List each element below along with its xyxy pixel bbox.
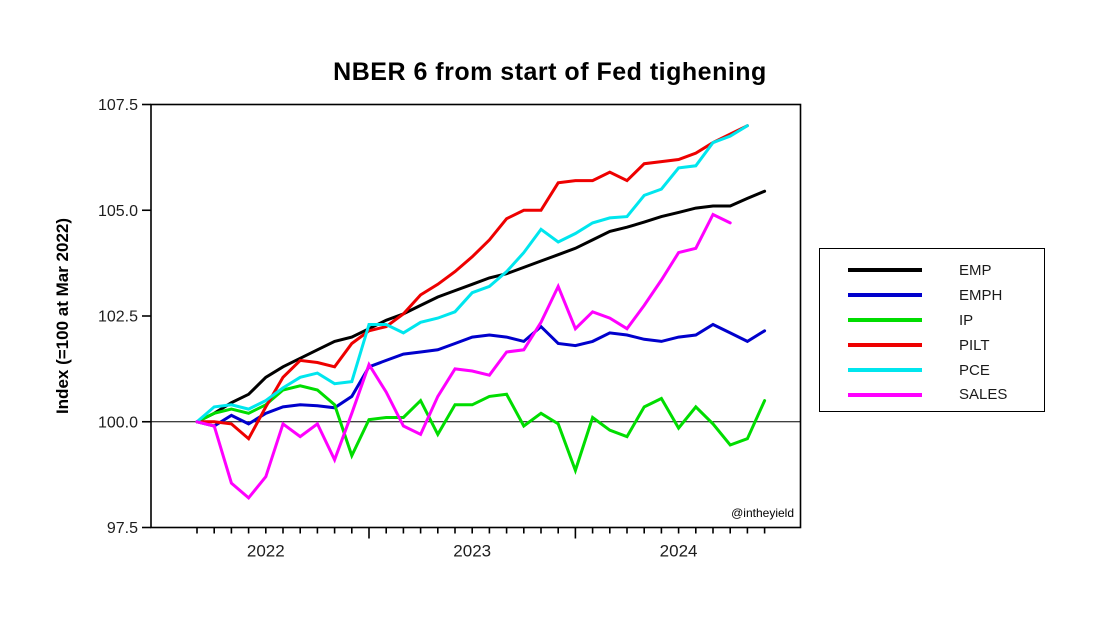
legend-label: SALES [959,386,1008,404]
series-line-emph [195,322,767,428]
legend-line-swatch [848,392,922,397]
legend-box: EMP EMPH IP PILT PCE SALES [819,248,1045,412]
watermark-text: @intheyield [731,506,794,520]
legend-entry-ip: IP [820,308,1044,333]
legend-label: EMPH [959,286,1003,304]
series-line-ip [195,384,767,475]
x-year-label: 2022 [247,542,285,561]
y-tick-label: 97.5 [107,520,138,537]
legend-entry-pce: PCE [820,358,1044,383]
y-tick-label: 105.0 [98,203,138,220]
series-line-pce [195,124,749,424]
legend-entry-pilt: PILT [820,333,1044,358]
y-tick-label: 102.5 [98,309,138,326]
x-year-label: 2024 [660,542,698,561]
legend-line-swatch [848,268,922,273]
legend-line-swatch [848,343,922,348]
series-line-pilt [195,124,749,442]
chart-title: NBER 6 from start of Fed tighening [333,58,767,86]
legend-label: PILT [959,336,990,354]
legend-label: EMP [959,261,992,279]
plot-frame [150,103,802,529]
legend-entry-sales: SALES [820,382,1044,407]
y-tick-label: 100.0 [98,414,138,431]
legend-line-swatch [848,293,922,298]
y-axis-title: Index (=100 at Mar 2022) [53,217,72,415]
legend-entry-emph: EMPH [820,283,1044,308]
x-year-label: 2023 [453,542,491,561]
legend-line-swatch [848,368,922,372]
series-line-sales [195,212,732,501]
legend-line-swatch [848,318,922,323]
legend-label: IP [959,311,974,329]
series-line-emp [195,189,767,424]
legend-label: PCE [959,361,990,379]
legend-entry-emp: EMP [820,258,1044,283]
y-tick-label: 107.5 [98,97,138,114]
